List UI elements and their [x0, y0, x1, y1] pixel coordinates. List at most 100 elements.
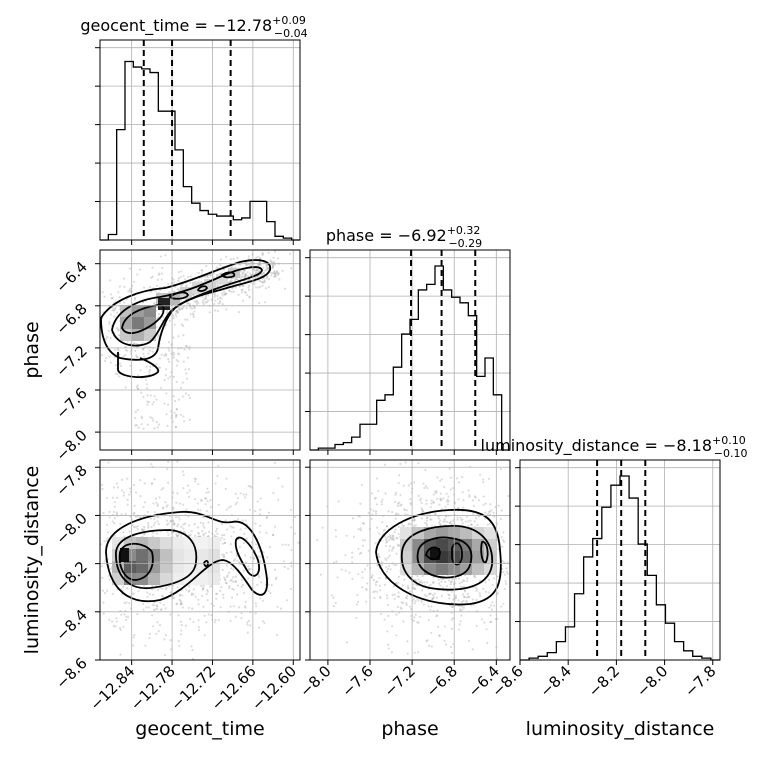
sample-point: [489, 620, 492, 624]
sample-point: [439, 497, 442, 500]
sample-point: [507, 494, 510, 498]
sample-point: [221, 294, 224, 297]
sample-point: [267, 286, 271, 289]
sample-point: [262, 551, 265, 554]
sample-point: [185, 306, 188, 310]
sample-point: [134, 349, 137, 353]
sample-point: [259, 597, 262, 600]
hist-panel-luminosity_distance: luminosity_distance = −8.18+0.10 −0.10: [481, 434, 747, 661]
sample-point: [175, 358, 178, 362]
sample-point: [458, 582, 461, 585]
sample-point: [209, 506, 213, 509]
sample-point: [451, 605, 454, 609]
sample-point: [386, 603, 390, 607]
sample-point: [242, 284, 245, 287]
sample-point: [392, 546, 395, 549]
sample-point: [173, 399, 177, 403]
sample-point: [258, 261, 261, 264]
sample-point: [109, 567, 113, 571]
sample-point: [416, 575, 419, 578]
sample-point: [277, 272, 281, 275]
sample-point: [401, 524, 404, 527]
sample-point: [256, 255, 259, 258]
sample-point: [229, 605, 232, 608]
sample-point: [384, 492, 387, 495]
sample-point: [184, 318, 187, 321]
sample-point: [461, 608, 464, 611]
sample-point: [201, 588, 204, 591]
sample-point: [475, 587, 478, 590]
sample-point: [239, 284, 242, 288]
sample-point: [143, 286, 146, 289]
sample-point: [108, 516, 111, 519]
sample-point: [229, 505, 232, 508]
sample-point: [107, 461, 110, 464]
sample-point: [393, 563, 396, 566]
sample-point: [281, 543, 284, 546]
sample-point: [273, 270, 276, 273]
sample-point: [392, 535, 395, 538]
panel-title-upper-error: +0.10: [712, 434, 746, 447]
density-cell: [158, 298, 170, 310]
sample-point: [160, 278, 163, 281]
sample-point: [265, 531, 268, 534]
sample-point: [114, 364, 118, 367]
sample-point: [460, 600, 464, 603]
sample-point: [152, 419, 155, 422]
sample-point: [144, 644, 147, 647]
sample-point: [229, 280, 232, 283]
sample-point: [232, 526, 235, 529]
sample-point: [118, 285, 121, 288]
sample-point: [207, 490, 210, 494]
sample-point: [141, 301, 145, 304]
sample-point: [247, 288, 251, 292]
sample-point: [463, 590, 466, 593]
sample-point: [361, 544, 365, 547]
sample-point: [124, 345, 127, 348]
sample-point: [223, 534, 226, 537]
sample-point: [505, 570, 508, 573]
sample-point: [103, 295, 106, 298]
sample-point: [249, 568, 252, 571]
panel-title-upper-error: +0.09: [272, 14, 306, 27]
sample-point: [234, 580, 237, 583]
sample-point: [178, 644, 181, 648]
sample-point: [361, 576, 364, 579]
sample-point: [387, 535, 390, 538]
sample-point: [277, 498, 280, 501]
sample-point: [175, 603, 178, 606]
sample-point: [186, 302, 189, 305]
sample-point: [224, 581, 228, 585]
sample-point: [204, 296, 207, 299]
sample-point: [402, 484, 405, 487]
sample-point: [446, 498, 449, 501]
contour-line: [111, 266, 263, 347]
sample-point: [196, 526, 200, 529]
sample-point: [254, 602, 257, 605]
sample-point: [163, 378, 166, 382]
sample-point: [164, 607, 167, 610]
sample-point: [143, 501, 147, 504]
sample-point: [474, 517, 478, 520]
sample-point: [101, 291, 104, 294]
sample-point: [168, 360, 171, 363]
sample-point: [447, 593, 450, 596]
sample-point: [365, 588, 368, 592]
sample-point: [206, 589, 209, 592]
sample-point: [254, 510, 257, 513]
sample-point: [408, 522, 411, 525]
sample-point: [396, 537, 399, 540]
sample-point: [378, 556, 381, 559]
sample-point: [289, 508, 292, 511]
sample-point: [413, 602, 416, 605]
sample-point: [409, 502, 412, 505]
sample-point: [261, 599, 264, 602]
sample-point: [135, 355, 139, 358]
sample-point: [265, 265, 268, 268]
sample-point: [272, 275, 276, 279]
sample-point: [151, 266, 154, 269]
sample-point: [148, 636, 151, 640]
sample-point: [213, 534, 216, 537]
sample-point: [248, 278, 251, 281]
sample-point: [152, 625, 155, 628]
